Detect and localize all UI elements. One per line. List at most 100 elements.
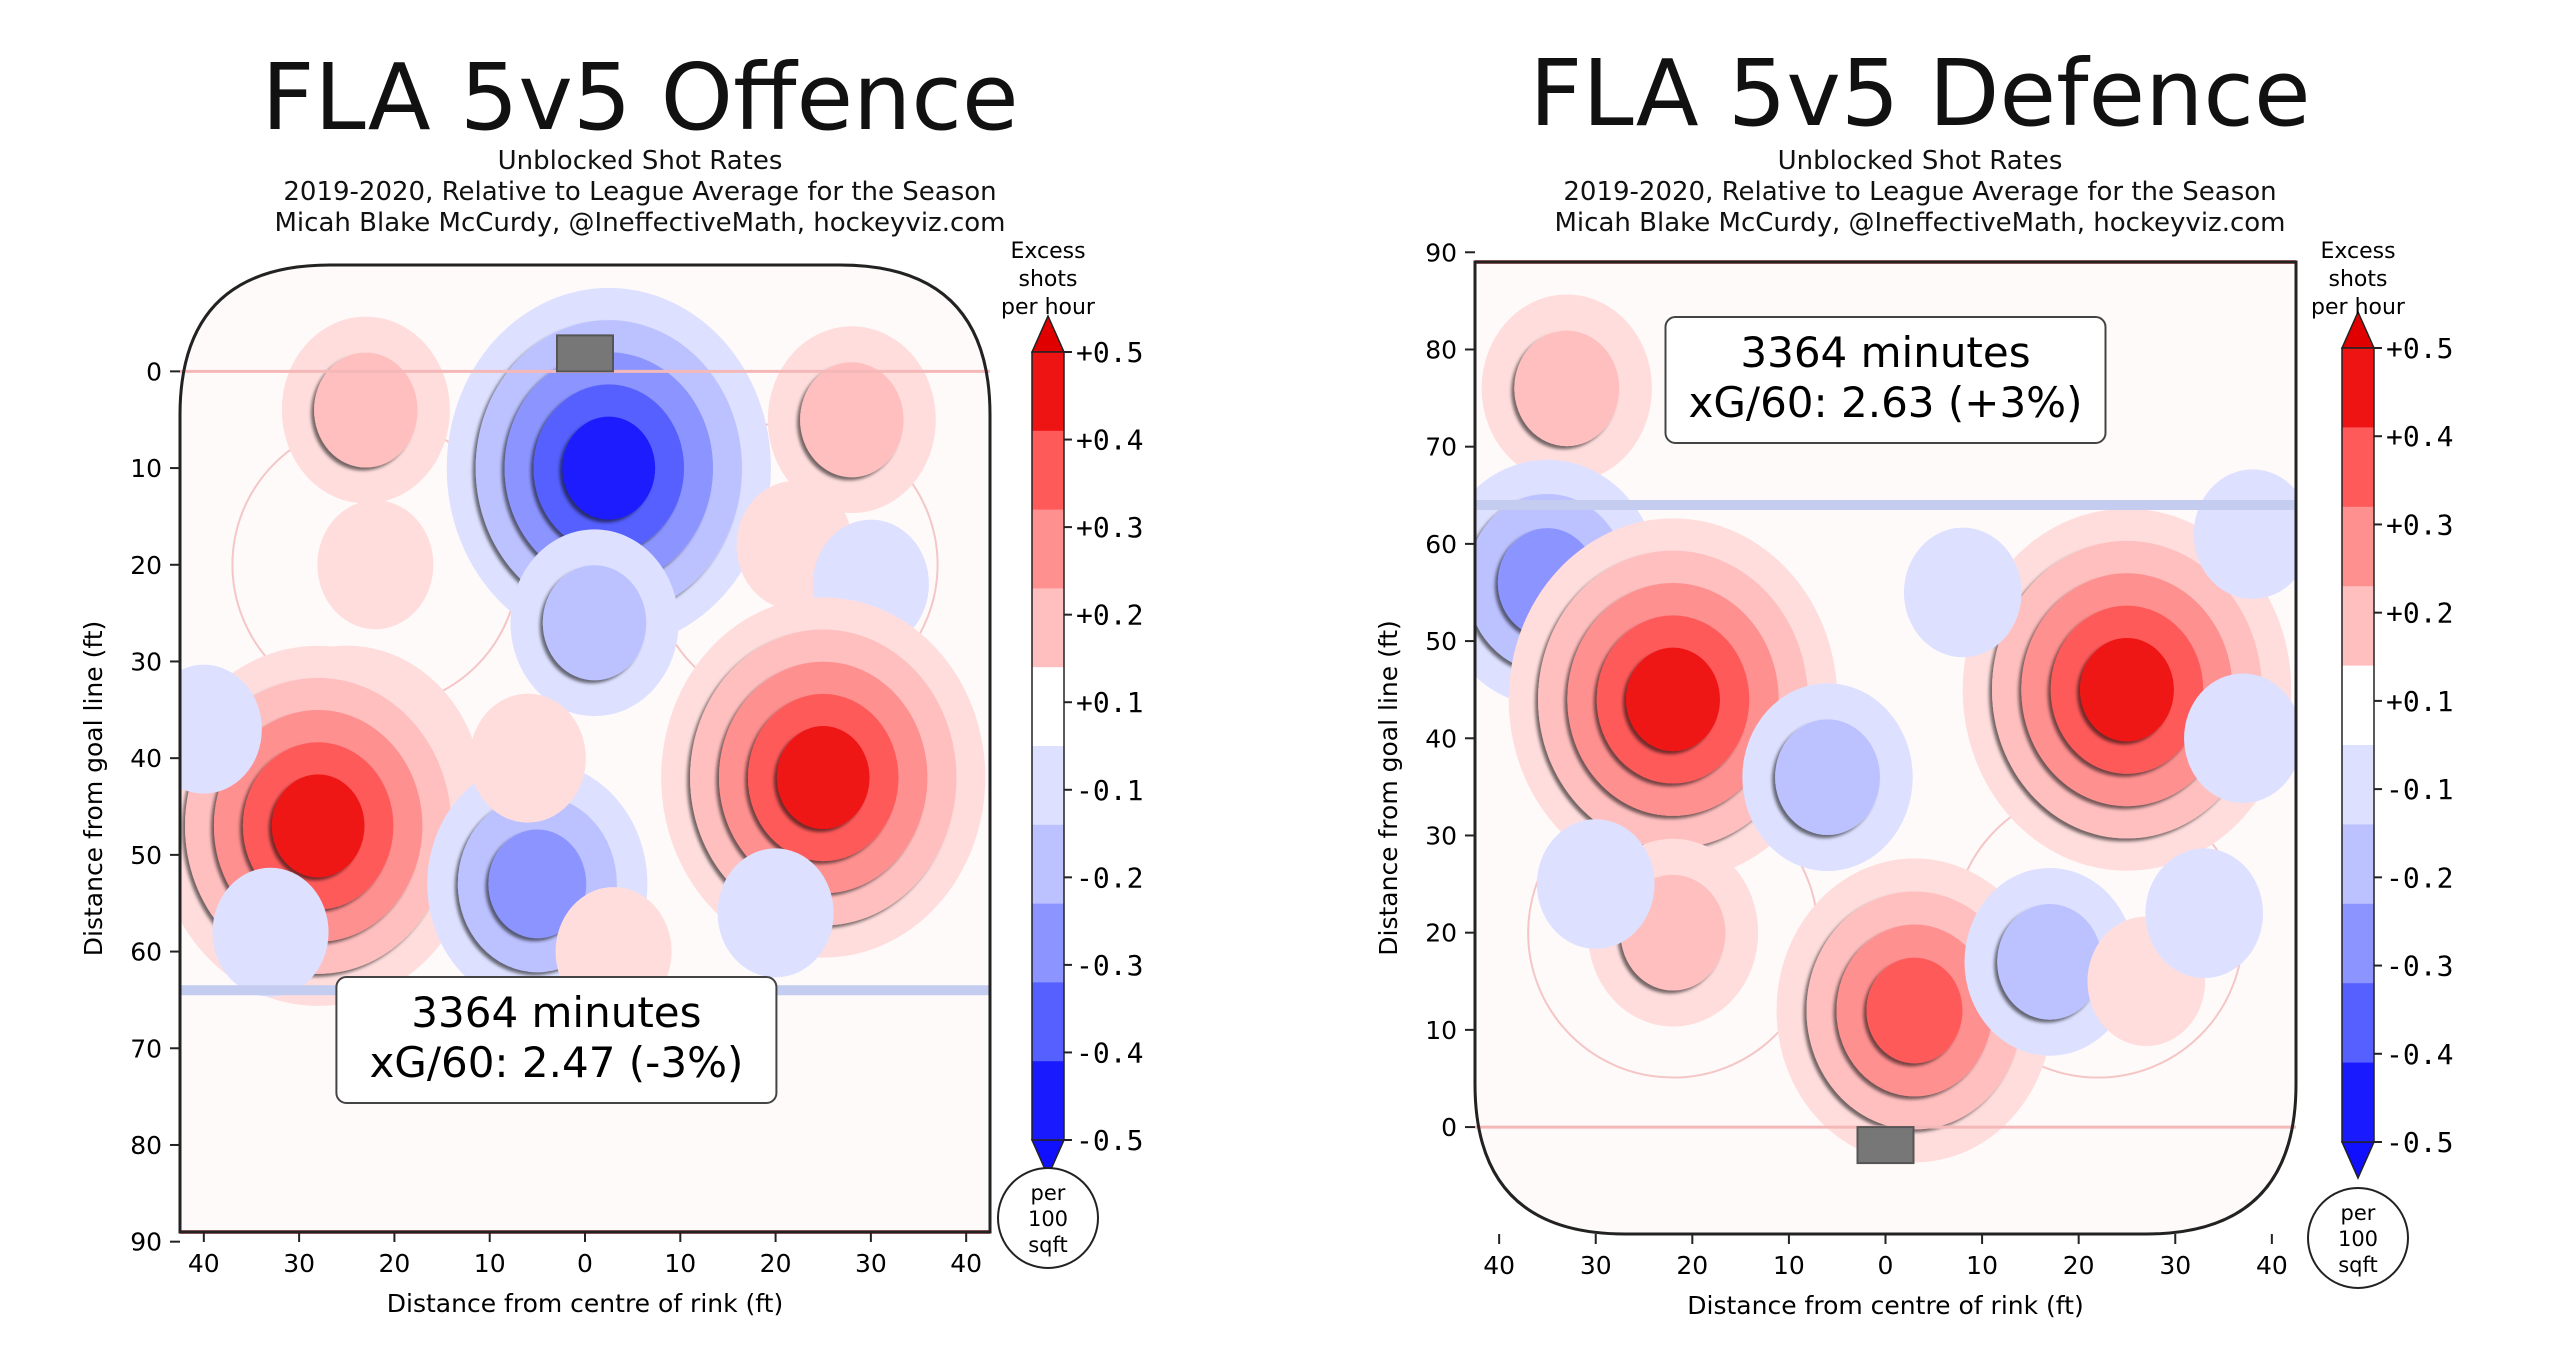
contour-level-5 <box>562 416 656 520</box>
annotation-line: xG/60: 2.47 (-3%) <box>369 1038 743 1087</box>
colorbar-tick-label: -0.5 <box>1076 1124 1143 1157</box>
colorbar-tick-label: -0.3 <box>1076 949 1143 982</box>
colorbar-frame <box>2341 347 2375 1143</box>
contour-level-1 <box>2184 673 2296 804</box>
x-tick-label: 30 <box>1580 1251 1612 1280</box>
contour-level-2 <box>314 352 418 468</box>
chart-subtitle-1: Unblocked Shot Rates <box>1777 146 2063 176</box>
y-tick-label: 50 <box>130 841 162 870</box>
chart-panel-offence: FLA 5v5 Offence Unblocked Shot Rates 20 1… <box>79 44 1143 1319</box>
chart-title: FLA 5v5 Offence <box>261 44 1019 151</box>
y-axis-label: Distance from goal line (ft) <box>1374 620 1403 956</box>
x-tick-label: 0 <box>577 1249 593 1278</box>
colorbar-segment <box>2342 348 2374 428</box>
defence-heatmap: 40 30 20 10 0 10 20 30 400102030405060708090Dist… <box>1374 238 2453 1320</box>
colorbar-arrow-bottom <box>2340 1141 2376 1180</box>
contour-level-1 <box>469 693 586 823</box>
rink-boards <box>1473 260 2298 1236</box>
chart-subtitle-1: Unblocked Shot Rates <box>497 146 783 176</box>
contour-level-5 <box>1626 647 1720 752</box>
y-tick-label: 20 <box>1425 919 1457 948</box>
x-tick-label: 20 <box>2063 1251 2095 1280</box>
annotation-box <box>1664 316 2107 444</box>
y-tick-label: 40 <box>1425 724 1457 753</box>
x-tick-label: 10 <box>474 1249 506 1278</box>
colorbar-title: per hour <box>1001 295 1096 320</box>
contour-level-3 <box>488 829 587 939</box>
y-tick-label: 0 <box>146 357 162 386</box>
contour-level-2 <box>800 362 904 478</box>
colorbar-segment <box>2342 506 2374 587</box>
heat-blob <box>1962 508 2292 871</box>
contour-level-1 <box>2193 469 2296 599</box>
colorbar-segment <box>1032 430 1064 511</box>
y-tick-label: 60 <box>130 938 162 967</box>
annotation-line: xG/60: 2.63 (+3%) <box>1689 378 2083 427</box>
heat-blob <box>1536 819 1655 949</box>
chart-subtitle-3: Micah Blake McCurdy, @IneffectiveMath, h… <box>1554 208 2286 238</box>
x-tick-label: 30 <box>855 1249 887 1278</box>
y-tick-label: 80 <box>130 1131 162 1160</box>
colorbar-segment <box>2342 427 2374 508</box>
heat-blob <box>1964 867 2135 1056</box>
colorbar-tick-label: -0.4 <box>2386 1038 2453 1071</box>
chart-title: FLA 5v5 Defence <box>1529 40 2311 147</box>
colorbar-segment <box>1032 903 1064 983</box>
colorbar-tick-label: -0.1 <box>2386 773 2453 806</box>
colorbar-tick-label: +0.1 <box>1076 686 1143 719</box>
rink-boards <box>178 263 992 1234</box>
x-tick-label: 10 <box>1966 1251 1998 1280</box>
colorbar-segment <box>2342 745 2374 825</box>
y-tick-label: 20 <box>130 551 162 580</box>
contour-level-2 <box>1514 330 1620 447</box>
colorbar-title: shots <box>1019 267 1078 292</box>
unit-note-text: sqft <box>2338 1253 2378 1277</box>
chart-panel-defence: FLA 5v5 Defence Unblocked Shot Rates 201… <box>1280 0 2560 1355</box>
colorbar-tick-label: +0.4 <box>1076 424 1143 457</box>
unit-note-text: per <box>2341 1201 2376 1225</box>
x-tick-label: 30 <box>2159 1251 2191 1280</box>
contour-level-5 <box>2080 637 2174 742</box>
annotation-line: 3364 minutes <box>411 988 701 1037</box>
colorbar-tick-label: +0.3 <box>2386 508 2453 541</box>
x-tick-label: 0 <box>1878 1251 1894 1280</box>
heat-blob <box>180 664 262 794</box>
x-tick-label: 40 <box>188 1249 220 1278</box>
colorbar-segment <box>1032 982 1064 1062</box>
y-tick-label: 30 <box>1425 821 1457 850</box>
colorbar-tick-label: -0.4 <box>1076 1036 1143 1069</box>
y-tick-label: 10 <box>130 454 162 483</box>
y-tick-label: 40 <box>130 744 162 773</box>
y-tick-label: 90 <box>130 1228 162 1257</box>
unit-note-circle <box>2307 1187 2409 1289</box>
heat-blob <box>2145 848 2264 979</box>
y-tick-label: 10 <box>1425 1016 1457 1045</box>
colorbar-segment <box>2342 903 2374 984</box>
heat-blob <box>469 693 586 823</box>
colorbar-title: shots <box>2329 267 2388 292</box>
chart-subtitle-2: 2019-2020, Relative to League Average fo… <box>1563 177 2277 207</box>
colorbar-segment <box>1032 352 1064 432</box>
colorbar-tick-label: -0.2 <box>1076 861 1143 894</box>
y-tick-label: 70 <box>130 1034 162 1063</box>
goal-net <box>556 334 614 373</box>
heat-blob <box>1481 294 1652 483</box>
heat-blob <box>212 867 329 997</box>
offence-heatmap: 40 30 20 10 0 10 20 30 400102030405060708090Dist… <box>79 239 1143 1318</box>
unit-note-text: per <box>1031 1181 1066 1205</box>
colorbar-tick-label: +0.5 <box>1076 336 1143 369</box>
colorbar-segment <box>2342 586 2374 667</box>
contour-level-1 <box>212 867 329 997</box>
colorbar-segment <box>1032 509 1064 589</box>
y-tick-label: 50 <box>1425 627 1457 656</box>
colorbar-segment <box>2342 824 2374 905</box>
colorbar-segment <box>2342 1062 2374 1143</box>
contour-level-4 <box>1866 957 1963 1064</box>
goal-net <box>1856 1126 1915 1165</box>
x-tick-label: 40 <box>2256 1251 2288 1280</box>
contour-level-2 <box>1775 719 1880 835</box>
y-tick-label: 70 <box>1425 433 1457 462</box>
x-tick-label: 20 <box>379 1249 411 1278</box>
x-tick-label: 10 <box>664 1249 696 1278</box>
colorbar-tick-label: +0.2 <box>1076 599 1143 632</box>
